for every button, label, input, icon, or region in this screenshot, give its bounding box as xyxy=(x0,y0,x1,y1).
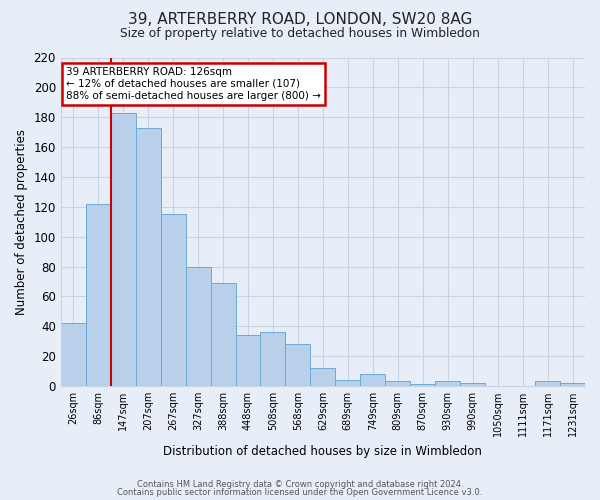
Bar xyxy=(460,383,485,386)
Bar xyxy=(435,382,460,386)
Text: Contains public sector information licensed under the Open Government Licence v3: Contains public sector information licen… xyxy=(118,488,482,497)
Bar xyxy=(161,214,185,386)
Bar xyxy=(86,204,111,386)
Bar xyxy=(111,112,136,386)
Bar xyxy=(185,266,211,386)
Bar xyxy=(535,382,560,386)
Bar xyxy=(61,323,86,386)
Bar xyxy=(335,380,361,386)
Text: 39, ARTERBERRY ROAD, LONDON, SW20 8AG: 39, ARTERBERRY ROAD, LONDON, SW20 8AG xyxy=(128,12,472,28)
Bar xyxy=(560,383,585,386)
Bar xyxy=(286,344,310,386)
Bar xyxy=(260,332,286,386)
Bar xyxy=(361,374,385,386)
Bar xyxy=(236,335,260,386)
Bar xyxy=(410,384,435,386)
Text: 39 ARTERBERRY ROAD: 126sqm
← 12% of detached houses are smaller (107)
88% of sem: 39 ARTERBERRY ROAD: 126sqm ← 12% of deta… xyxy=(66,68,321,100)
Text: Contains HM Land Registry data © Crown copyright and database right 2024.: Contains HM Land Registry data © Crown c… xyxy=(137,480,463,489)
Bar xyxy=(136,128,161,386)
Bar xyxy=(310,368,335,386)
Text: Size of property relative to detached houses in Wimbledon: Size of property relative to detached ho… xyxy=(120,28,480,40)
Y-axis label: Number of detached properties: Number of detached properties xyxy=(15,128,28,314)
Bar xyxy=(211,283,236,386)
Bar xyxy=(385,382,410,386)
X-axis label: Distribution of detached houses by size in Wimbledon: Distribution of detached houses by size … xyxy=(163,444,482,458)
